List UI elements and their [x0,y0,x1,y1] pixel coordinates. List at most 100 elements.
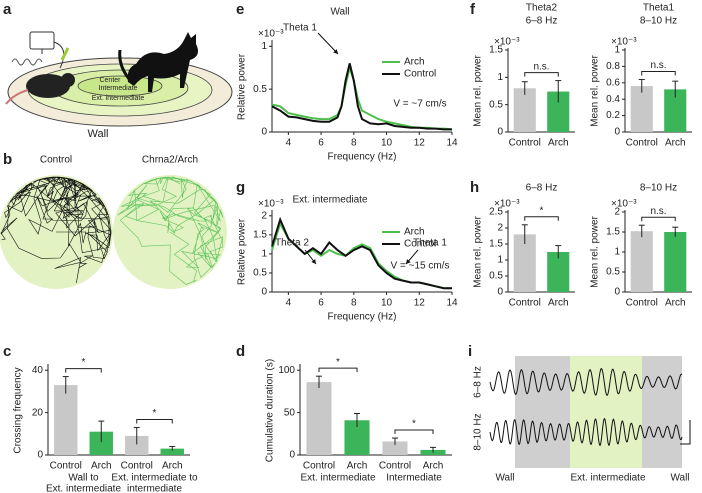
panel-letter: h [470,179,479,196]
significance-bracket [641,216,676,222]
annotation-arrow [317,32,339,55]
x-tick-label: Control [379,461,411,472]
significance-label: n.s. [650,206,666,217]
arena-illustration [5,31,233,127]
arena-label: Center [99,77,121,84]
y-axis-label: Relative power [237,218,248,285]
trace-row-label: 6–8 Hz [473,366,484,398]
chart-title: 6–8 Hz [526,183,558,194]
x-tick-label: 4 [286,138,292,149]
annotation: Theta 1 [283,23,317,34]
y-tick-label: 2.5 [489,207,503,218]
zone-label: Wall [495,473,514,484]
trajectory [117,176,224,285]
x-tick-label: Control [50,461,82,472]
y-tick-label: 2 [497,223,503,234]
y-tick-label: 50 [284,407,296,418]
significance-label: * [412,419,416,430]
mouse-body [26,74,70,98]
y-tick-label: 0 [614,127,620,138]
x-tick-label: Arch [665,298,686,309]
y-tick-label: 0 [261,127,267,138]
chart-title: Theta2 [526,3,558,14]
chart-title: Wall [330,7,349,18]
significance-bracket [524,216,559,221]
monitor [29,31,55,50]
chart-title: Ext. intermediate [292,195,367,206]
group-label: Intermediate [386,473,442,484]
legend-label: Arch [404,57,425,68]
y-axis-label: Cumulative duration (s) [265,359,276,462]
chart-subtitle: 6–8 Hz [526,16,558,27]
y-axis-label: Mean rel. power [590,215,601,287]
x-tick-label: 4 [286,298,292,309]
series-line [271,216,452,290]
y-tick-label: 1 [614,45,620,56]
significance-label: * [336,357,340,368]
x-tick-label: Control [509,298,541,309]
bar [513,234,536,292]
group-label: intermediate [127,484,182,493]
y-multiplier: ×10⁻³ [611,199,637,210]
significance-label: * [82,357,86,368]
x-tick-label: 10 [381,298,393,309]
y-tick-label: 100 [278,365,295,376]
y-multiplier: ×10⁻³ [494,199,520,210]
panel-letter: d [236,343,245,360]
y-tick-label: 1 [261,249,267,260]
trace [489,367,683,396]
annotation: Theta 1 [413,238,447,249]
group-label: Ext. intermediate [300,473,375,484]
y-tick-label: 1 [497,72,503,83]
trajectory-title: Control [40,155,72,166]
y-tick-label: 1 [261,41,267,52]
x-tick-label: Control [626,138,658,149]
x-tick-label: 8 [351,298,357,309]
y-tick-label: 0 [497,127,503,138]
y-multiplier: ×10⁻³ [258,199,284,210]
x-tick-label: 6 [318,138,324,149]
panel-letter: f [470,1,476,18]
traces [489,367,683,447]
y-multiplier: ×10⁻³ [258,29,284,40]
y-tick-label: 2 [614,207,620,218]
cat [127,32,198,92]
zone-wall [515,356,570,468]
y-tick-label: 1.5 [489,45,503,56]
bar [54,385,78,455]
x-axis-label: Frequency (Hz) [328,152,397,163]
trajectory [0,176,112,284]
y-axis-label: Crossing frequency [13,367,24,453]
bar [547,91,570,132]
y-tick-label: 40 [32,365,44,376]
panel-letter: b [3,151,12,168]
zone-ext [570,356,642,468]
trajectory-title: Chrna2/Arch [142,155,198,166]
chart-subtitle: 8–10 Hz [640,16,677,27]
significance-bracket [136,418,173,424]
annotation: Theta 2 [275,238,309,249]
bar [306,382,332,455]
significance-bracket [641,71,676,76]
x-tick-label: Arch [665,138,686,149]
y-tick-label: 0.8 [606,61,620,72]
legend-label: Control [404,239,436,250]
y-tick-label: 1.5 [253,229,267,240]
x-tick-label: Control [121,461,153,472]
series-line [271,63,452,131]
x-tick-label: Arch [91,461,112,472]
y-tick-label: 0.2 [606,110,620,121]
y-axis-label: Mean rel. power [473,215,484,287]
x-tick-label: 10 [381,138,393,149]
significance-label: n.s. [533,61,549,72]
y-tick-label: 0 [37,450,43,461]
laser-fiber [60,47,70,61]
y-tick-label: 0.4 [606,94,620,105]
panel-letter: a [3,1,12,18]
x-tick-label: 12 [414,138,426,149]
x-tick-label: 6 [318,298,324,309]
group-label: Wall to [68,473,99,484]
series-line [271,220,452,290]
y-tick-label: 0.5 [606,267,620,278]
